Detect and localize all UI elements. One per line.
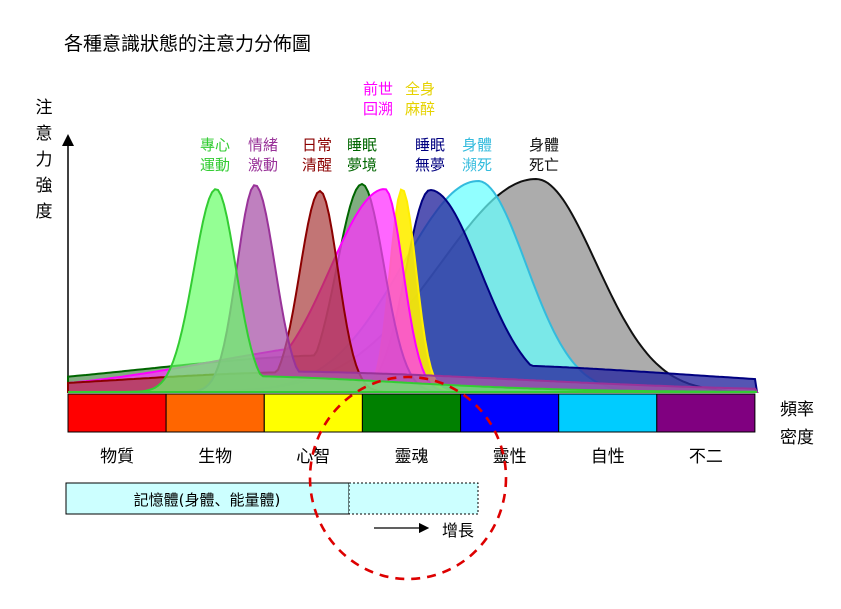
band-labels: 物質 生物 心智 靈魂 靈性 自性 不二 <box>100 447 723 467</box>
curve-label-awake: 清醒 <box>302 156 332 174</box>
curve-label-near-death: 身體 <box>462 136 492 154</box>
curve-label-deep-sleep: 睡眠 <box>415 136 445 154</box>
curve-label-dreaming: 夢境 <box>347 156 377 174</box>
band-label-7: 不二 <box>689 447 723 467</box>
curve-label-anesthesia: 全身 <box>405 80 435 98</box>
highlight-circle <box>308 375 508 581</box>
band-5 <box>460 393 560 433</box>
y-axis-label-char: 度 <box>36 202 53 222</box>
curve-label-deep-sleep: 無夢 <box>415 156 445 174</box>
band-label-3: 心智 <box>296 447 330 467</box>
band-label-5: 靈性 <box>493 447 527 467</box>
x-axis-label-line2: 密度 <box>780 428 814 448</box>
band-4 <box>361 393 461 433</box>
growth-label: 增長 <box>442 521 474 540</box>
band-1 <box>67 393 167 433</box>
band-2 <box>165 393 265 433</box>
y-axis-label-char: 意 <box>36 124 53 144</box>
y-axis-label-char: 注 <box>36 98 53 118</box>
curve-label-emotion: 情緒 <box>248 136 278 154</box>
spectrum-band <box>67 393 756 433</box>
diagram-title: 各種意識狀態的注意力分佈圖 <box>64 33 311 55</box>
memory-body-bar <box>65 482 350 515</box>
x-axis-label-line1: 頻率 <box>780 400 814 420</box>
band-6 <box>558 393 658 433</box>
y-axis-label-char: 力 <box>36 150 53 170</box>
band-label-2: 生物 <box>198 447 232 467</box>
curve-label-death: 身體 <box>529 136 559 154</box>
band-label-1: 物質 <box>100 447 134 467</box>
curve-label-focus: 運動 <box>200 156 230 174</box>
curve-label-hypnosis: 回溯 <box>363 100 393 118</box>
curve-label-death: 死亡 <box>529 156 559 174</box>
attention-curves <box>67 177 759 393</box>
curve-focus <box>68 188 758 393</box>
curve-label-near-death: 瀕死 <box>462 156 492 174</box>
curve-label-focus: 專心 <box>200 136 230 154</box>
curve-label-dreaming: 睡眠 <box>347 136 377 154</box>
band-label-4: 靈魂 <box>395 447 429 467</box>
curve-label-awake: 日常 <box>302 136 332 154</box>
band-7 <box>656 393 756 433</box>
curve-label-anesthesia: 麻醉 <box>405 100 435 118</box>
curve-label-hypnosis: 前世 <box>363 80 393 98</box>
memory-body-label: 記憶體(身體、能量體) <box>134 491 281 509</box>
curve-label-emotion: 激動 <box>248 156 278 174</box>
band-label-6: 自性 <box>591 447 625 467</box>
y-axis-label-char: 強 <box>36 176 53 196</box>
memory-body-extension <box>348 482 479 515</box>
